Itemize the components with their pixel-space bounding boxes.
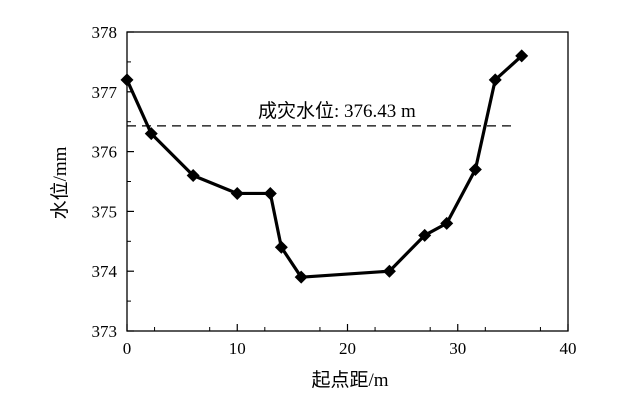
series-line bbox=[125, 54, 524, 279]
data-point-marker bbox=[144, 127, 158, 141]
reference-line-label: 成灾水位: 376.43 m bbox=[258, 100, 416, 122]
data-point-marker bbox=[468, 163, 482, 177]
x-tick-label: 0 bbox=[123, 339, 132, 358]
y-tick-label: 378 bbox=[92, 23, 118, 42]
data-point-marker bbox=[186, 169, 200, 183]
y-tick-label: 377 bbox=[92, 83, 118, 102]
data-point-marker bbox=[263, 186, 277, 200]
data-point-marker bbox=[230, 186, 244, 200]
data-point-marker bbox=[274, 240, 288, 254]
y-tick-label: 373 bbox=[92, 322, 118, 341]
x-tick-label: 10 bbox=[229, 339, 246, 358]
data-point-marker bbox=[418, 228, 432, 242]
y-tick-label: 375 bbox=[92, 202, 118, 221]
x-tick-label: 40 bbox=[560, 339, 577, 358]
data-point-marker bbox=[382, 264, 396, 278]
data-point-marker bbox=[440, 216, 454, 230]
data-point-marker bbox=[294, 270, 308, 284]
data-point-marker bbox=[488, 73, 502, 87]
x-tick-label: 30 bbox=[449, 339, 466, 358]
y-axis-label: 水位/mm bbox=[49, 146, 71, 219]
x-tick-label: 20 bbox=[339, 339, 356, 358]
data-point-marker bbox=[515, 49, 529, 63]
data-point-marker bbox=[120, 73, 134, 87]
y-tick-label: 376 bbox=[92, 143, 118, 162]
y-tick-label: 374 bbox=[92, 262, 118, 281]
x-axis-label: 起点距/m bbox=[311, 369, 388, 391]
